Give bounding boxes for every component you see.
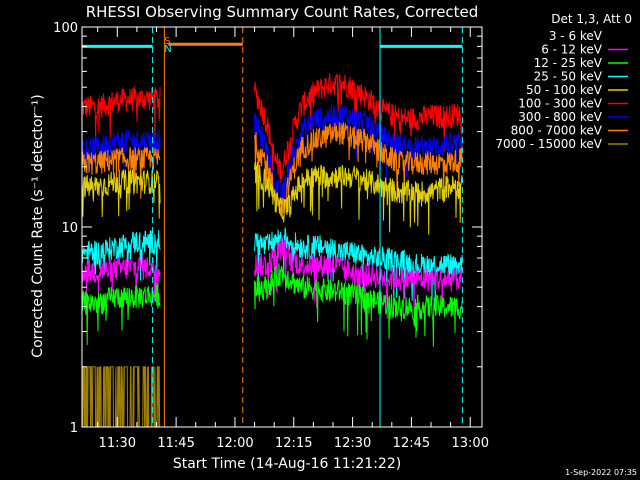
series-3	[82, 161, 463, 235]
series-line	[82, 256, 161, 309]
series-line	[82, 85, 161, 143]
legend-label: 3 - 6 keV	[549, 29, 603, 43]
x-axis: 11:30 11:45 12:00 12:15 12:30 12:45 13:00	[97, 27, 489, 451]
legend-label: 6 - 12 keV	[541, 43, 603, 57]
legend-label: 300 - 800 keV	[518, 110, 602, 124]
legend-label: 800 - 7000 keV	[511, 124, 603, 138]
x-axis-label: Start Time (14-Aug-16 11:21:22)	[173, 456, 401, 472]
series-line	[82, 366, 161, 427]
y-tick-label: 1	[70, 421, 78, 436]
series-4	[82, 227, 463, 305]
legend-label: 50 - 100 keV	[526, 83, 603, 97]
legend-label: 12 - 25 keV	[534, 56, 603, 70]
series-line	[82, 169, 161, 219]
timestamp-footer: 1-Sep-2022 07:35	[565, 468, 637, 477]
series-line	[82, 282, 161, 345]
legend-label: 100 - 300 keV	[518, 97, 602, 111]
x-tick-label: 12:15	[275, 436, 312, 451]
y-axis: 1 10 100	[53, 21, 482, 436]
legend-header: Det 1,3, Att 0	[551, 12, 632, 26]
series-line	[254, 161, 463, 235]
x-tick-label: 12:00	[216, 436, 253, 451]
series-line	[82, 229, 161, 281]
series-line	[254, 227, 463, 305]
series-5	[82, 236, 463, 319]
legend-label: 25 - 50 keV	[534, 70, 603, 84]
y-axis-label: Corrected Count Rate (s⁻¹ detector⁻¹)	[30, 94, 46, 357]
series-line	[254, 366, 463, 427]
x-tick-label: 11:45	[157, 436, 194, 451]
x-tick-label: 11:30	[99, 436, 136, 451]
series-8	[82, 366, 161, 427]
flag-N: N	[164, 44, 171, 55]
plot-area: SN	[81, 26, 483, 428]
series-2	[82, 121, 463, 217]
legend-label: 7000 - 15000 keV	[495, 137, 602, 151]
flag-S: S	[164, 36, 170, 47]
series-6	[82, 263, 463, 347]
series-line	[254, 263, 463, 347]
series-line	[254, 236, 463, 319]
x-tick-label: 12:30	[334, 436, 371, 451]
plot-inner	[82, 27, 463, 427]
y-tick-label: 100	[53, 21, 78, 36]
x-tick-label: 12:45	[393, 436, 430, 451]
chart-title: RHESSI Observing Summary Count Rates, Co…	[86, 3, 479, 21]
y-tick-label: 10	[61, 221, 78, 236]
series-line	[82, 145, 161, 199]
series-line	[254, 121, 463, 217]
x-tick-label: 13:00	[452, 436, 489, 451]
